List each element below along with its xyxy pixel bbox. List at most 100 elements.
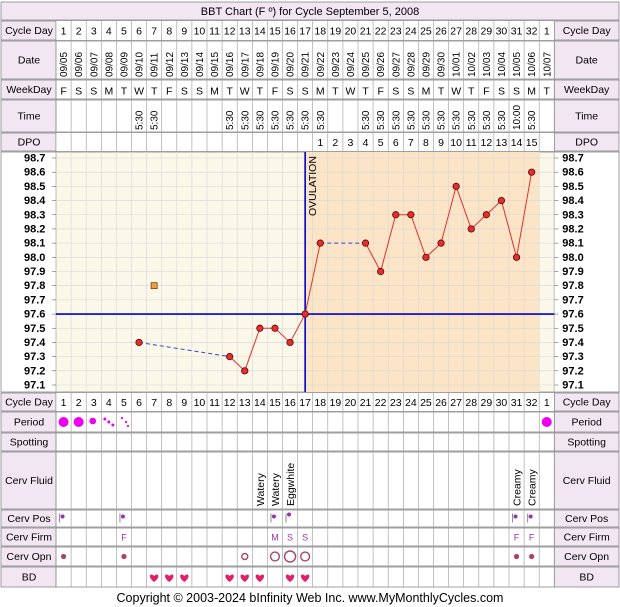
cerv-firm-letter: S — [302, 533, 308, 543]
temperature-point — [392, 211, 400, 219]
cycle-day-number-bottom: 22 — [375, 397, 387, 409]
time-label: 5:30 — [391, 110, 402, 130]
footer-copyright: Copyright © 2003-2024 bInfinity Web Inc.… — [117, 591, 504, 605]
temperature-point — [301, 310, 309, 318]
time-label: 5:30 — [406, 110, 417, 130]
temperature-segment — [244, 328, 261, 371]
weekday-letter: W — [451, 86, 461, 98]
cycle-day-number: 18 — [314, 26, 326, 38]
row-fill — [56, 393, 555, 411]
temperature-point — [226, 353, 234, 361]
dpo-number: 13 — [496, 137, 508, 149]
temperature-segment — [500, 200, 518, 258]
cerv-pos-dot — [60, 514, 65, 519]
row-label-cerv_opn-right: Cerv Opn — [564, 551, 609, 563]
weekday-letter: S — [287, 86, 294, 98]
cycle-day-number-bottom: 30 — [496, 397, 508, 409]
date-label: 09/13 — [180, 52, 191, 77]
weekday-letter: T — [438, 86, 445, 98]
row-label-spotting-right: Spotting — [567, 437, 606, 449]
cycle-day-number: 9 — [181, 26, 187, 38]
dpo-number: 3 — [348, 137, 354, 149]
y-tick-label-left: 97.1 — [24, 380, 45, 392]
time-label: 5:30 — [467, 110, 478, 130]
y-tick-label-right: 98.3 — [562, 209, 583, 221]
cycle-day-number: 5 — [121, 26, 127, 38]
y-tick-label-left: 98.6 — [24, 167, 45, 179]
temperature-point — [407, 211, 415, 219]
cycle-day-number-bottom: 5 — [121, 397, 127, 409]
cerv-fluid-label: Creamy — [527, 468, 539, 506]
y-tick-label-right: 97.1 — [562, 380, 583, 392]
discarded-temperature-point — [150, 282, 158, 290]
period-heavy-mark — [58, 417, 69, 427]
cycle-day-number: 26 — [435, 26, 447, 38]
row-label-cycle_day-right: Cycle Day — [563, 25, 612, 37]
row-fill — [56, 133, 555, 151]
temperature-segment-dashed — [138, 341, 230, 358]
time-label: 5:30 — [437, 110, 448, 130]
cycle-day-number: 11 — [209, 26, 220, 38]
cycle-day-number-bottom: 32 — [526, 397, 538, 409]
bd-heart-icon — [149, 574, 159, 582]
y-axis-right — [553, 151, 620, 393]
cycle-day-number: 22 — [375, 26, 387, 38]
row-label-cell — [0, 99, 57, 133]
date-label: 09/18 — [255, 52, 266, 77]
y-tick-label-left: 98.2 — [24, 223, 45, 235]
cycle-day-number-bottom: 17 — [299, 397, 311, 409]
cycle-day-number-bottom: 20 — [345, 397, 357, 409]
temperature-point — [271, 324, 279, 332]
temperature-segment — [440, 186, 457, 244]
temperature-segment — [455, 186, 472, 230]
cycle-day-number: 16 — [284, 26, 296, 38]
time-label: 5:30 — [316, 110, 327, 130]
period-medium-mark — [89, 417, 97, 425]
y-tick-label-right: 98.4 — [562, 195, 584, 207]
dpo-number: 14 — [511, 137, 523, 149]
y-tick-label-right: 97.3 — [562, 351, 583, 363]
y-tick-label-left: 97.6 — [24, 309, 45, 321]
time-label: 5:30 — [225, 110, 236, 130]
date-label: 09/16 — [225, 52, 236, 77]
cycle-day-number: 28 — [465, 26, 477, 38]
cerv-firm-letter: F — [529, 533, 535, 543]
date-label: 09/19 — [270, 52, 281, 77]
weekday-letter: S — [196, 86, 203, 98]
row-label-cycle_day: Cycle Day — [5, 25, 54, 37]
cycle-day-number: 13 — [239, 26, 251, 38]
cycle-day-number-bottom: 21 — [360, 397, 372, 409]
bd-heart-icon — [225, 574, 234, 582]
dpo-number: 9 — [438, 137, 444, 149]
temperature-segment — [365, 242, 382, 272]
cycle-day-number-bottom: 16 — [284, 397, 296, 409]
weekday-letter: T — [544, 86, 551, 98]
row-label-cell — [0, 40, 57, 80]
dpo-number: 4 — [363, 137, 369, 149]
time-label: 5:30 — [301, 110, 312, 130]
period-heavy-mark — [541, 417, 552, 427]
row-label-cerv_firm-right: Cerv Firm — [564, 532, 610, 544]
row-label-cycle_day: Cycle Day — [5, 397, 54, 409]
cycle-day-number-bottom: 3 — [91, 397, 97, 409]
date-label: 09/27 — [391, 52, 402, 77]
date-label: 10/02 — [467, 52, 478, 77]
cerv-opening-closed — [60, 553, 67, 560]
dpo-number: 10 — [450, 137, 462, 149]
cycle-day-number: 7 — [151, 26, 157, 38]
row-label-weekday-right: WeekDay — [564, 84, 610, 96]
row-cells — [55, 546, 555, 567]
cycle-day-number-bottom: 29 — [481, 397, 493, 409]
date-label: 09/07 — [89, 52, 100, 77]
weekday-letter: S — [498, 86, 505, 98]
cycle-day-number-bottom: 25 — [420, 397, 432, 409]
weekday-letter: W — [134, 86, 144, 98]
temperature-point — [452, 182, 460, 190]
temperature-point — [135, 338, 143, 347]
date-label: 09/25 — [361, 52, 372, 77]
row-cells — [55, 411, 555, 433]
weekday-letter: T — [121, 86, 128, 98]
y-tick-label-left: 97.3 — [24, 351, 45, 363]
row-label-dpo: DPO — [18, 137, 41, 149]
y-tick-label-right: 97.2 — [562, 365, 583, 377]
